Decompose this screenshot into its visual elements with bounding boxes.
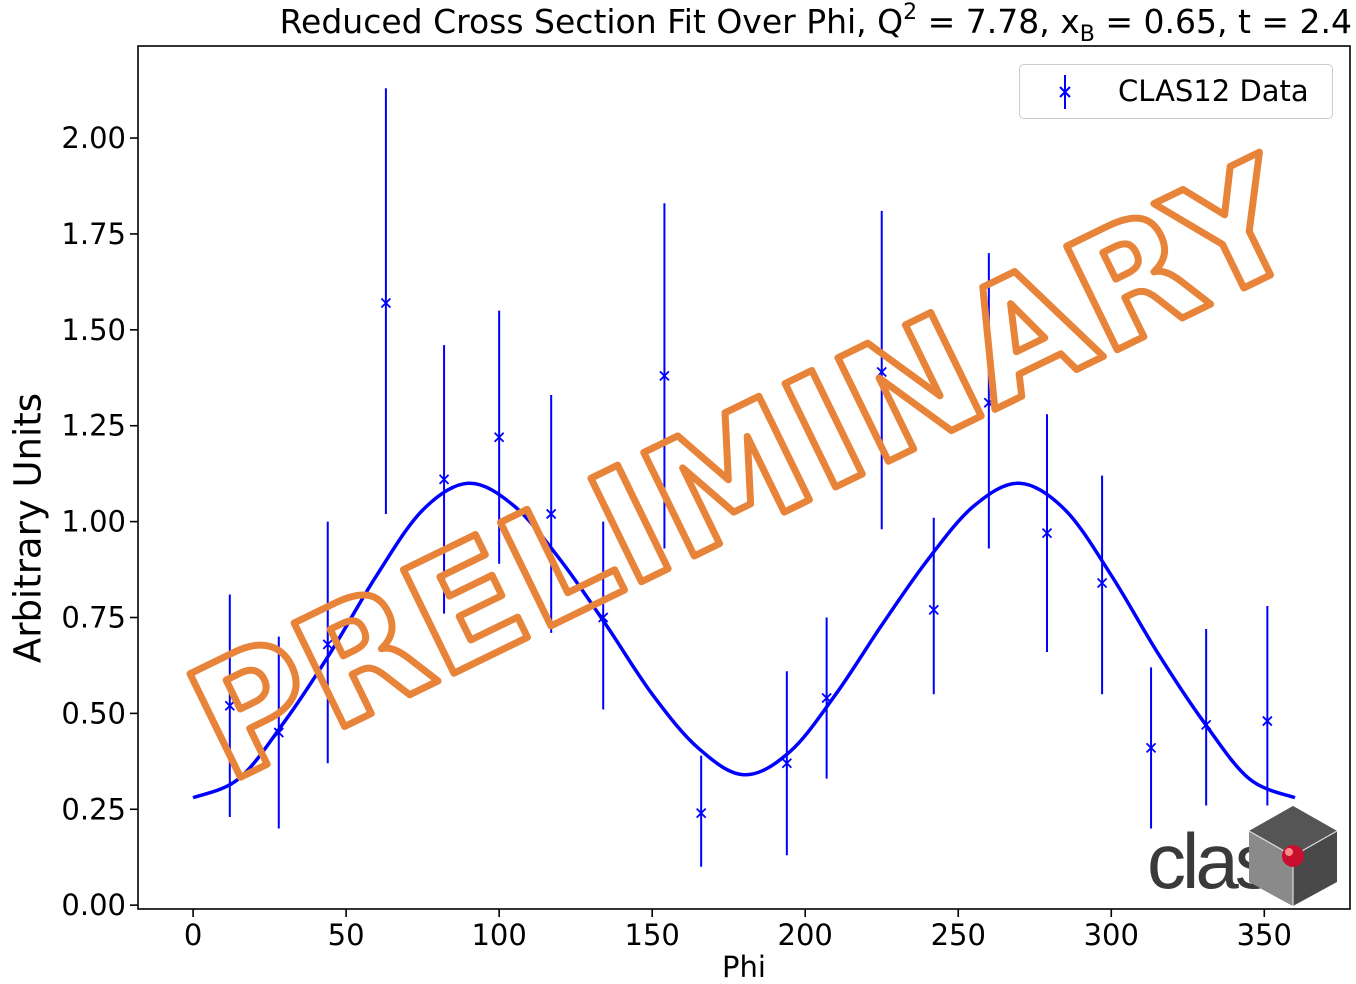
data-point <box>821 617 832 779</box>
preliminary-watermark: PRELIMINARY <box>163 124 1326 817</box>
point-marker <box>438 474 450 485</box>
x-tick-label: 50 <box>328 918 365 952</box>
y-tick-label: 1.50 <box>61 313 126 347</box>
point-marker <box>696 807 707 819</box>
x-tick-label: 100 <box>471 918 526 952</box>
data-point <box>224 594 235 817</box>
y-tick-label: 1.00 <box>61 505 126 539</box>
data-point <box>696 755 707 867</box>
chart-title: Reduced Cross Section Fit Over Phi, Q2 =… <box>279 0 1352 47</box>
data-point <box>781 671 792 856</box>
point-marker <box>273 727 284 738</box>
point-marker <box>380 297 392 309</box>
point-marker <box>1145 742 1157 754</box>
fit-curve <box>192 481 1296 800</box>
legend-label: CLAS12 Data <box>1118 74 1309 108</box>
x-tick-label: 250 <box>931 918 986 952</box>
point-marker <box>494 432 505 443</box>
data-point <box>380 88 392 514</box>
y-axis-label: Arbitrary Units <box>6 392 50 664</box>
data-point <box>598 521 609 710</box>
data-point <box>1145 667 1157 829</box>
x-axis-label: Phi <box>722 950 766 984</box>
data-point <box>494 310 505 564</box>
y-tick-label: 0.75 <box>61 600 126 634</box>
data-point <box>273 636 284 829</box>
point-marker <box>1262 715 1273 727</box>
axes-frame <box>137 45 1351 910</box>
clas-cube-icon <box>1248 806 1338 906</box>
point-marker <box>659 370 670 381</box>
data-point <box>1041 414 1053 653</box>
watermark-layer: PRELIMINARY <box>160 121 1330 821</box>
x-tick-label: 200 <box>778 918 833 952</box>
x-tick-label: 0 <box>184 918 202 952</box>
y-tick-label: 0.50 <box>61 696 126 730</box>
point-marker <box>1201 719 1212 731</box>
point-marker <box>546 508 557 520</box>
fit-layer <box>192 481 1296 800</box>
y-tick-label: 0.00 <box>61 888 126 922</box>
data-point <box>983 253 994 549</box>
point-marker <box>821 692 832 704</box>
point-marker <box>928 604 939 615</box>
x-tick-label: 150 <box>625 918 680 952</box>
y-tick-label: 2.00 <box>61 121 126 155</box>
point-marker <box>1096 577 1108 589</box>
point-marker <box>983 397 994 408</box>
data-layer <box>224 88 1273 867</box>
data-point <box>438 345 450 614</box>
clas-logo: clas <box>1145 806 1340 908</box>
data-point <box>928 517 939 695</box>
point-marker <box>322 639 333 650</box>
data-point <box>322 521 333 764</box>
legend-marker-icon <box>1059 75 1071 109</box>
data-point <box>1201 629 1212 806</box>
data-point <box>876 210 887 530</box>
point-marker <box>876 366 887 378</box>
y-tick-label: 1.25 <box>61 409 126 443</box>
plot-border <box>137 45 1351 910</box>
point-marker <box>781 758 792 769</box>
point-marker <box>224 700 235 711</box>
data-point <box>1262 605 1273 806</box>
point-marker <box>1041 527 1053 539</box>
x-tick-label: 350 <box>1237 918 1292 952</box>
y-tick-label: 0.25 <box>61 792 126 826</box>
data-point <box>1096 475 1108 695</box>
data-point <box>659 203 670 549</box>
data-point <box>546 395 557 633</box>
x-tick-label: 300 <box>1084 918 1139 952</box>
y-tick-label: 1.75 <box>61 217 126 251</box>
legend: CLAS12 Data <box>1019 64 1333 119</box>
point-marker <box>598 612 609 623</box>
axis-ticks: 0 50 100 150 200 250 300 350 0.00 0.25 0.50 0.75 1.0… <box>61 121 1292 952</box>
